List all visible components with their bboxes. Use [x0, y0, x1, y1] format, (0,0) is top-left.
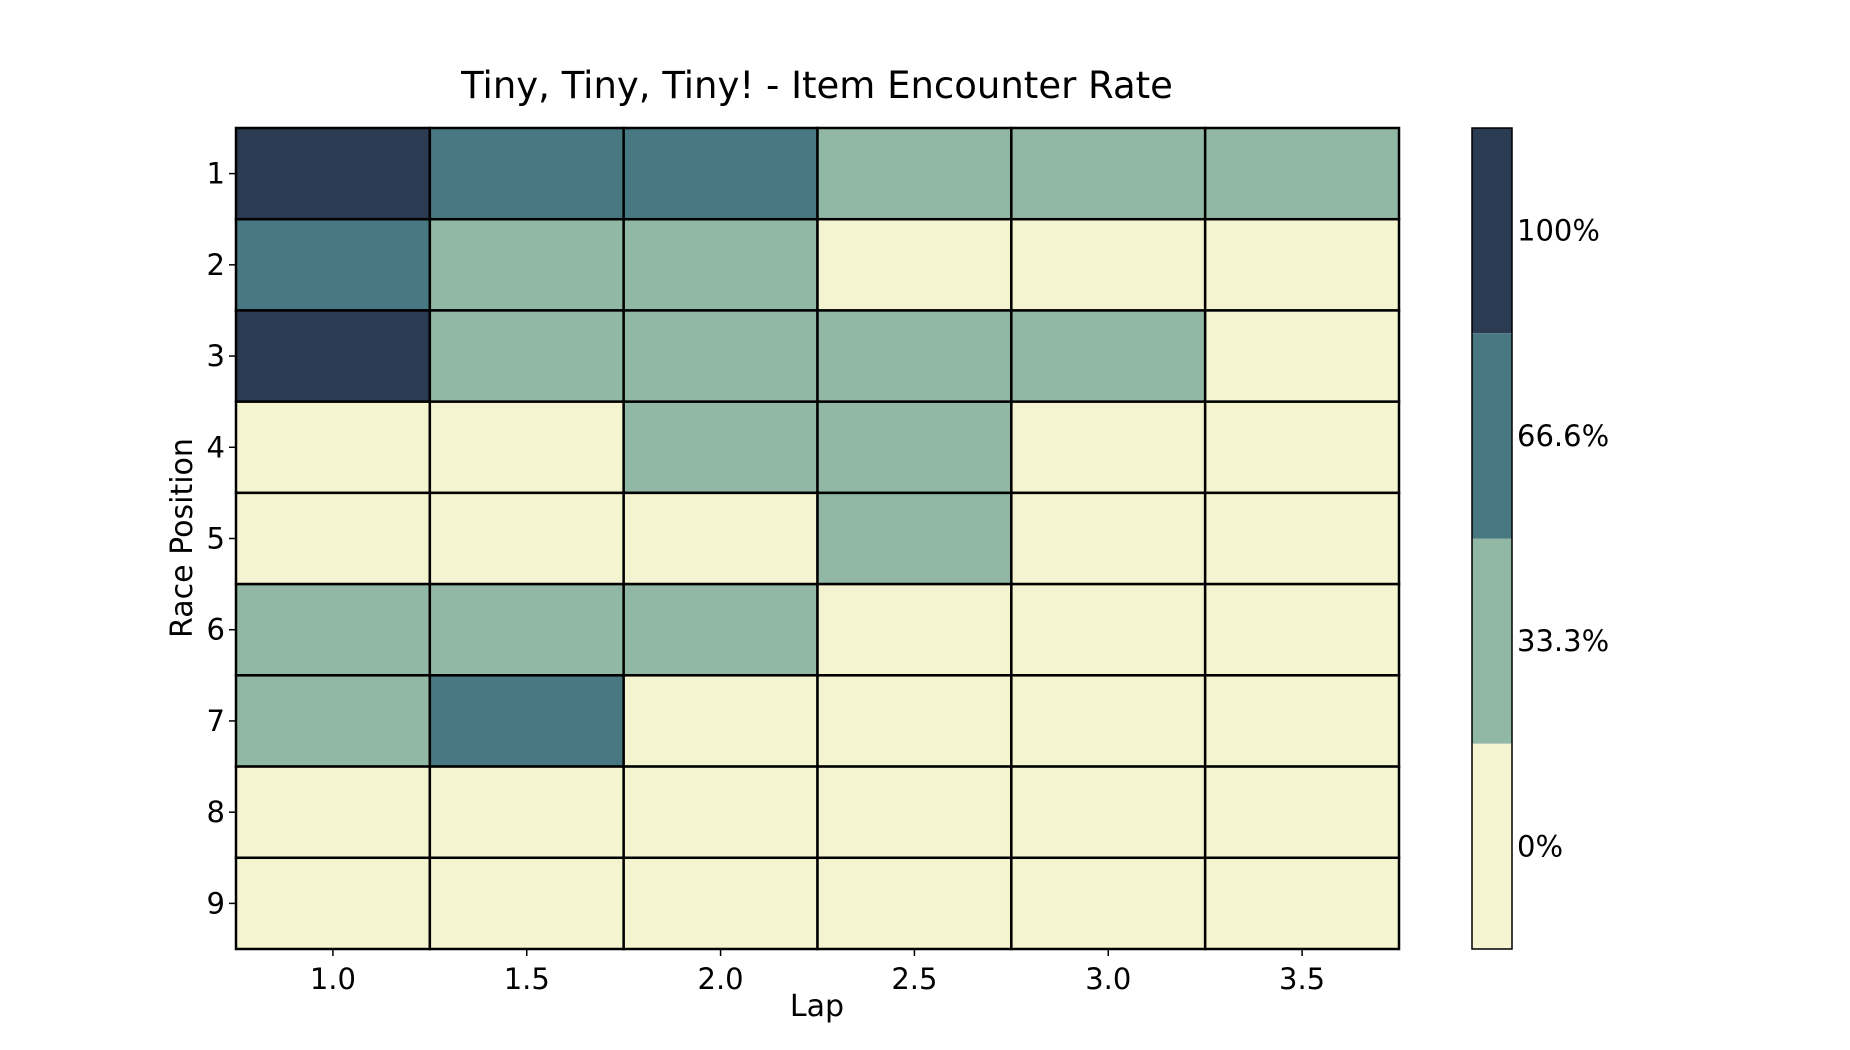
colorbar-label: 66.6% [1517, 419, 1609, 453]
heatmap-cell [428, 582, 625, 677]
heatmap-cell [622, 674, 819, 768]
colorbar-frame [1471, 127, 1513, 950]
heatmap-cell [1010, 309, 1207, 403]
heatmap-cell [1010, 674, 1207, 768]
heatmap-cells [234, 126, 1401, 951]
heatmap-cell [428, 217, 625, 312]
heatmap-cell [428, 126, 625, 221]
y-tick-label: 9 [207, 886, 225, 920]
x-tick-label: 1.0 [310, 962, 356, 996]
heatmap-cell [428, 309, 625, 403]
y-tick-label: 1 [207, 157, 225, 191]
colorbar-label: 33.3% [1517, 624, 1609, 658]
colorbar-segment [1472, 333, 1512, 539]
y-tick-label: 8 [207, 795, 225, 829]
y-axis-label: Race Position [165, 438, 200, 638]
heatmap-cell [816, 765, 1013, 860]
heatmap-cell [622, 126, 819, 221]
heatmap-cell [234, 674, 432, 768]
heatmap-cell [622, 491, 819, 586]
y-tick-label: 6 [207, 613, 225, 647]
heatmap-cell [234, 765, 432, 860]
y-axis-ticks: 1 2 3 4 5 6 7 8 9 [207, 157, 236, 920]
heatmap-cell [816, 582, 1013, 677]
heatmap-cell [1203, 856, 1401, 951]
heatmap-cell [1010, 126, 1207, 221]
x-tick-label: 2.0 [698, 962, 744, 996]
heatmap-cell [1010, 856, 1207, 951]
chart-title: Tiny, Tiny, Tiny! - Item Encounter Rate [460, 64, 1173, 107]
heatmap-cell [622, 309, 819, 403]
heatmap-cell [622, 765, 819, 860]
x-tick-label: 3.5 [1279, 962, 1325, 996]
heatmap-cell [816, 126, 1013, 221]
colorbar-segment [1472, 128, 1512, 334]
plot-frame [235, 127, 1400, 950]
heatmap-cell [816, 674, 1013, 768]
heatmap-cell [234, 217, 432, 312]
heatmap-cell [1203, 582, 1401, 677]
colorbar-segment [1472, 538, 1512, 744]
heatmap-cell [234, 400, 432, 495]
colorbar-label: 0% [1517, 829, 1563, 863]
heatmap-cell [816, 309, 1013, 403]
heatmap-cell [1203, 674, 1401, 768]
heatmap-cell [234, 491, 432, 586]
heatmap-cell [816, 491, 1013, 586]
x-tick-label: 2.5 [891, 962, 937, 996]
heatmap-cell [428, 400, 625, 495]
heatmap-cell [234, 309, 432, 403]
heatmap-cell [1010, 217, 1207, 312]
heatmap-cell [428, 491, 625, 586]
heatmap-cell [622, 856, 819, 951]
heatmap-cell [1010, 400, 1207, 495]
heatmap-cell [1010, 765, 1207, 860]
y-tick-label: 2 [207, 248, 225, 282]
x-axis-label: Lap [790, 989, 844, 1024]
y-tick-label: 3 [207, 339, 225, 373]
heatmap-cell [428, 765, 625, 860]
heatmap-cell [1010, 582, 1207, 677]
heatmap-cell [622, 582, 819, 677]
y-tick-label: 4 [207, 430, 225, 464]
heatmap-cell [1203, 309, 1401, 403]
colorbar: 100% 66.6% 33.3% 0% [1471, 127, 1609, 950]
heatmap-cell [234, 582, 432, 677]
heatmap-cell [428, 674, 625, 768]
heatmap-cell [1203, 400, 1401, 495]
heatmap-cell [234, 856, 432, 951]
heatmap-cell [1203, 765, 1401, 860]
heatmap-cell [1203, 126, 1401, 221]
heatmap-cell [622, 217, 819, 312]
heatmap-cell [234, 126, 432, 221]
heatmap-cell [1203, 217, 1401, 312]
colorbar-label: 100% [1517, 214, 1600, 248]
x-tick-label: 1.5 [504, 962, 550, 996]
heatmap-cell [1203, 491, 1401, 586]
x-axis-ticks: 1.0 1.5 2.0 2.5 3.0 3.5 [310, 949, 1325, 996]
x-tick-label: 3.0 [1085, 962, 1131, 996]
heatmap-cell [428, 856, 625, 951]
heatmap-cell [622, 400, 819, 495]
colorbar-segment [1472, 743, 1512, 949]
y-tick-label: 7 [207, 704, 225, 738]
y-tick-label: 5 [207, 522, 225, 556]
heatmap-cell [816, 400, 1013, 495]
heatmap-cell [816, 856, 1013, 951]
heatmap-cell [816, 217, 1013, 312]
heatmap-cell [1010, 491, 1207, 586]
